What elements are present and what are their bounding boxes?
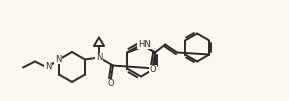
- Text: O: O: [150, 65, 156, 74]
- Text: N: N: [96, 53, 102, 62]
- Text: HN: HN: [138, 40, 151, 49]
- Text: O: O: [108, 79, 114, 88]
- Text: N: N: [45, 62, 51, 71]
- Text: N: N: [55, 55, 61, 64]
